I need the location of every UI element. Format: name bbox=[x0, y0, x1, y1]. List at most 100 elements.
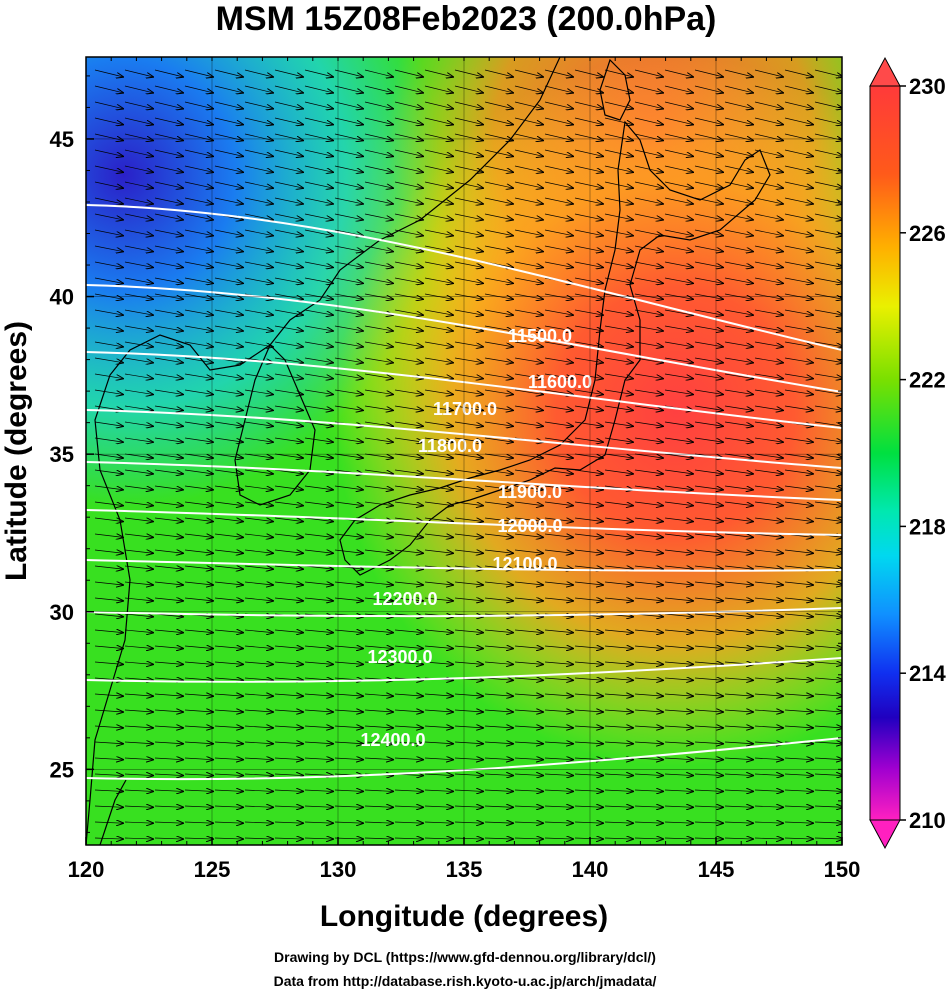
wind-arrow bbox=[394, 662, 423, 664]
wind-arrow bbox=[574, 133, 603, 140]
wind-arrow bbox=[184, 341, 213, 347]
x-tick-label: 140 bbox=[572, 857, 609, 882]
wind-arrow bbox=[604, 389, 633, 394]
wind-arrow bbox=[544, 261, 573, 267]
wind-arrow bbox=[754, 726, 783, 728]
wind-arrow bbox=[784, 758, 813, 760]
wind-arrow bbox=[754, 181, 783, 188]
wind-arrow bbox=[304, 245, 333, 252]
wind-arrow bbox=[724, 389, 753, 394]
wind-arrow bbox=[724, 197, 753, 204]
wind-arrow bbox=[634, 582, 663, 585]
wind-arrow bbox=[574, 357, 603, 363]
wind-arrow bbox=[364, 742, 393, 744]
wind-arrow bbox=[214, 133, 243, 140]
wind-arrow bbox=[664, 518, 693, 521]
wind-arrow bbox=[784, 405, 813, 410]
wind-arrow bbox=[124, 630, 153, 633]
wind-arrow bbox=[784, 181, 813, 188]
wind-arrow bbox=[514, 117, 543, 125]
wind-arrow bbox=[694, 357, 723, 363]
wind-arrow bbox=[124, 261, 153, 267]
wind-arrow bbox=[484, 181, 513, 188]
wind-arrow bbox=[754, 213, 783, 220]
wind-arrow bbox=[754, 582, 783, 585]
wind-arrow bbox=[124, 758, 153, 760]
wind-arrow bbox=[514, 453, 543, 458]
wind-arrow bbox=[514, 325, 543, 331]
wind-arrow bbox=[214, 758, 243, 760]
wind-arrow bbox=[724, 694, 753, 696]
wind-arrow bbox=[244, 325, 273, 331]
wind-arrow bbox=[364, 245, 393, 252]
contour-label: 12400.0 bbox=[360, 730, 425, 750]
wind-arrow bbox=[394, 646, 423, 649]
wind-arrow bbox=[424, 101, 453, 109]
wind-arrow bbox=[304, 85, 333, 93]
wind-arrow bbox=[784, 582, 813, 585]
wind-arrow bbox=[154, 213, 183, 220]
wind-arrow bbox=[214, 261, 243, 267]
wind-arrow bbox=[424, 534, 453, 537]
wind-arrow bbox=[154, 341, 183, 347]
wind-arrow bbox=[574, 117, 603, 125]
wind-arrow bbox=[274, 437, 303, 442]
wind-arrow bbox=[574, 694, 603, 696]
wind-arrow bbox=[814, 149, 842, 156]
wind-arrow bbox=[664, 726, 693, 728]
wind-arrow bbox=[694, 149, 723, 156]
wind-arrow bbox=[814, 261, 842, 267]
wind-arrow bbox=[244, 277, 273, 283]
wind-arrow bbox=[214, 774, 243, 776]
wind-arrow bbox=[724, 710, 753, 712]
wind-arrow bbox=[304, 774, 333, 776]
wind-arrow bbox=[484, 437, 513, 442]
wind-arrow bbox=[604, 630, 633, 633]
wind-arrow bbox=[664, 453, 693, 458]
wind-arrow bbox=[274, 694, 303, 696]
wind-arrow bbox=[604, 437, 633, 442]
wind-arrow bbox=[784, 277, 813, 283]
wind-arrow bbox=[334, 742, 363, 744]
wind-arrow bbox=[724, 309, 753, 315]
wind-arrow bbox=[514, 373, 543, 379]
wind-arrow bbox=[154, 373, 183, 379]
wind-arrow bbox=[334, 453, 363, 458]
wind-arrow bbox=[364, 453, 393, 458]
wind-arrow bbox=[484, 758, 513, 760]
wind-arrow bbox=[184, 245, 213, 252]
wind-arrow bbox=[724, 774, 753, 776]
wind-arrow bbox=[574, 437, 603, 442]
wind-arrow bbox=[604, 742, 633, 744]
wind-arrow bbox=[244, 662, 273, 664]
wind-arrow bbox=[724, 437, 753, 442]
wind-arrow bbox=[604, 774, 633, 776]
wind-arrow bbox=[784, 341, 813, 347]
wind-arrow bbox=[634, 421, 663, 426]
wind-arrow bbox=[184, 646, 213, 649]
wind-arrow bbox=[454, 550, 483, 553]
wind-arrow bbox=[244, 630, 273, 633]
wind-arrow bbox=[724, 566, 753, 569]
wind-arrow bbox=[724, 758, 753, 760]
wind-arrow bbox=[184, 566, 213, 569]
wind-arrow bbox=[394, 85, 423, 93]
wind-arrow bbox=[274, 261, 303, 267]
wind-arrow bbox=[184, 373, 213, 379]
wind-arrow bbox=[454, 485, 483, 490]
wind-arrow bbox=[694, 662, 723, 664]
wind-arrow bbox=[724, 646, 753, 649]
wind-arrow bbox=[604, 678, 633, 680]
contour-label: 12100.0 bbox=[492, 554, 557, 574]
wind-arrow bbox=[544, 662, 573, 664]
wind-arrow bbox=[754, 678, 783, 680]
wind-arrow bbox=[184, 405, 213, 410]
wind-arrow bbox=[454, 630, 483, 633]
wind-arrow bbox=[124, 341, 153, 347]
wind-arrow bbox=[664, 277, 693, 283]
wind-arrow bbox=[154, 133, 183, 140]
wind-arrow bbox=[664, 373, 693, 379]
wind-arrow bbox=[724, 678, 753, 680]
wind-arrow bbox=[184, 630, 213, 633]
